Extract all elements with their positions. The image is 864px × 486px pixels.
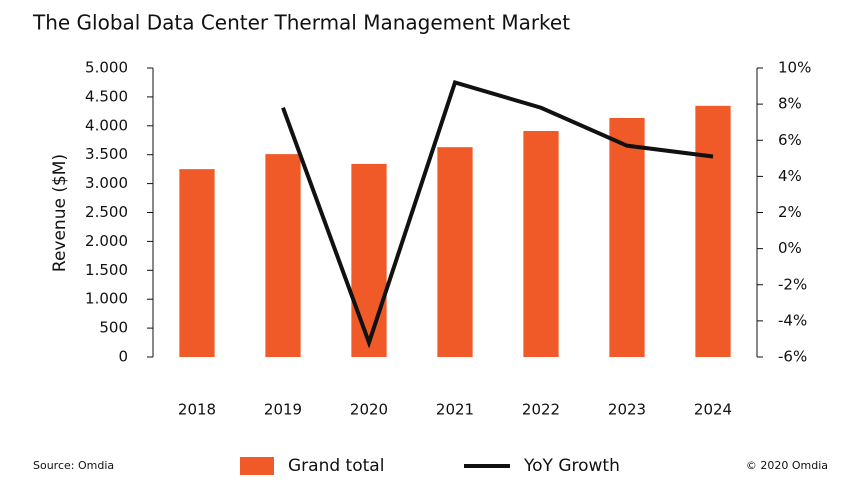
y-tick-label: 0: [118, 348, 128, 366]
y2-tick-label: -2%: [778, 275, 807, 293]
source: Source: Omdia: [33, 459, 114, 472]
x-tick-label: 2020: [350, 401, 388, 419]
y2-tick-label: -6%: [778, 348, 807, 366]
x-tick-label: 2021: [436, 401, 474, 419]
bar: [265, 154, 301, 357]
bar: [351, 163, 387, 357]
y2-tick-label: -4%: [778, 311, 807, 329]
y-tick-label: 3.000: [85, 174, 128, 192]
y-tick-label: 5.000: [85, 59, 128, 77]
bar: [695, 105, 731, 357]
legend-label: YoY Growth: [523, 456, 620, 476]
y-tick-label: 500: [99, 319, 128, 337]
y-tick-label: 4.000: [85, 116, 128, 134]
y2-tick-label: 0%: [778, 239, 802, 257]
x-tick-label: 2023: [608, 401, 646, 419]
y-axis-label: Revenue ($M): [50, 154, 70, 272]
bar: [523, 131, 559, 357]
copyright: © 2020 Omdia: [746, 459, 828, 472]
y-tick-label: 2.000: [85, 232, 128, 250]
y-tick-label: 1.500: [85, 261, 128, 279]
x-tick-label: 2018: [178, 401, 216, 419]
bar: [609, 117, 645, 357]
y-tick-label: 2.500: [85, 203, 128, 221]
y2-tick-label: 2%: [778, 203, 802, 221]
y2-tick-label: 4%: [778, 167, 802, 185]
y-tick-label: 4.500: [85, 87, 128, 105]
legend-label: Grand total: [288, 456, 384, 476]
y2-tick-label: 10%: [778, 59, 811, 77]
legend-swatch: [240, 457, 274, 475]
x-tick-label: 2024: [694, 401, 732, 419]
y2-tick-label: 8%: [778, 95, 802, 113]
line: [281, 79, 714, 349]
y2-tick-label: 6%: [778, 131, 802, 149]
x-tick-label: 2022: [522, 401, 560, 419]
y-tick-label: 1.000: [85, 290, 128, 308]
bar: [437, 147, 473, 357]
chart-title: The Global Data Center Thermal Managemen…: [32, 11, 570, 35]
bar: [179, 169, 215, 357]
x-tick-label: 2019: [264, 401, 302, 419]
y-tick-label: 3.500: [85, 145, 128, 163]
